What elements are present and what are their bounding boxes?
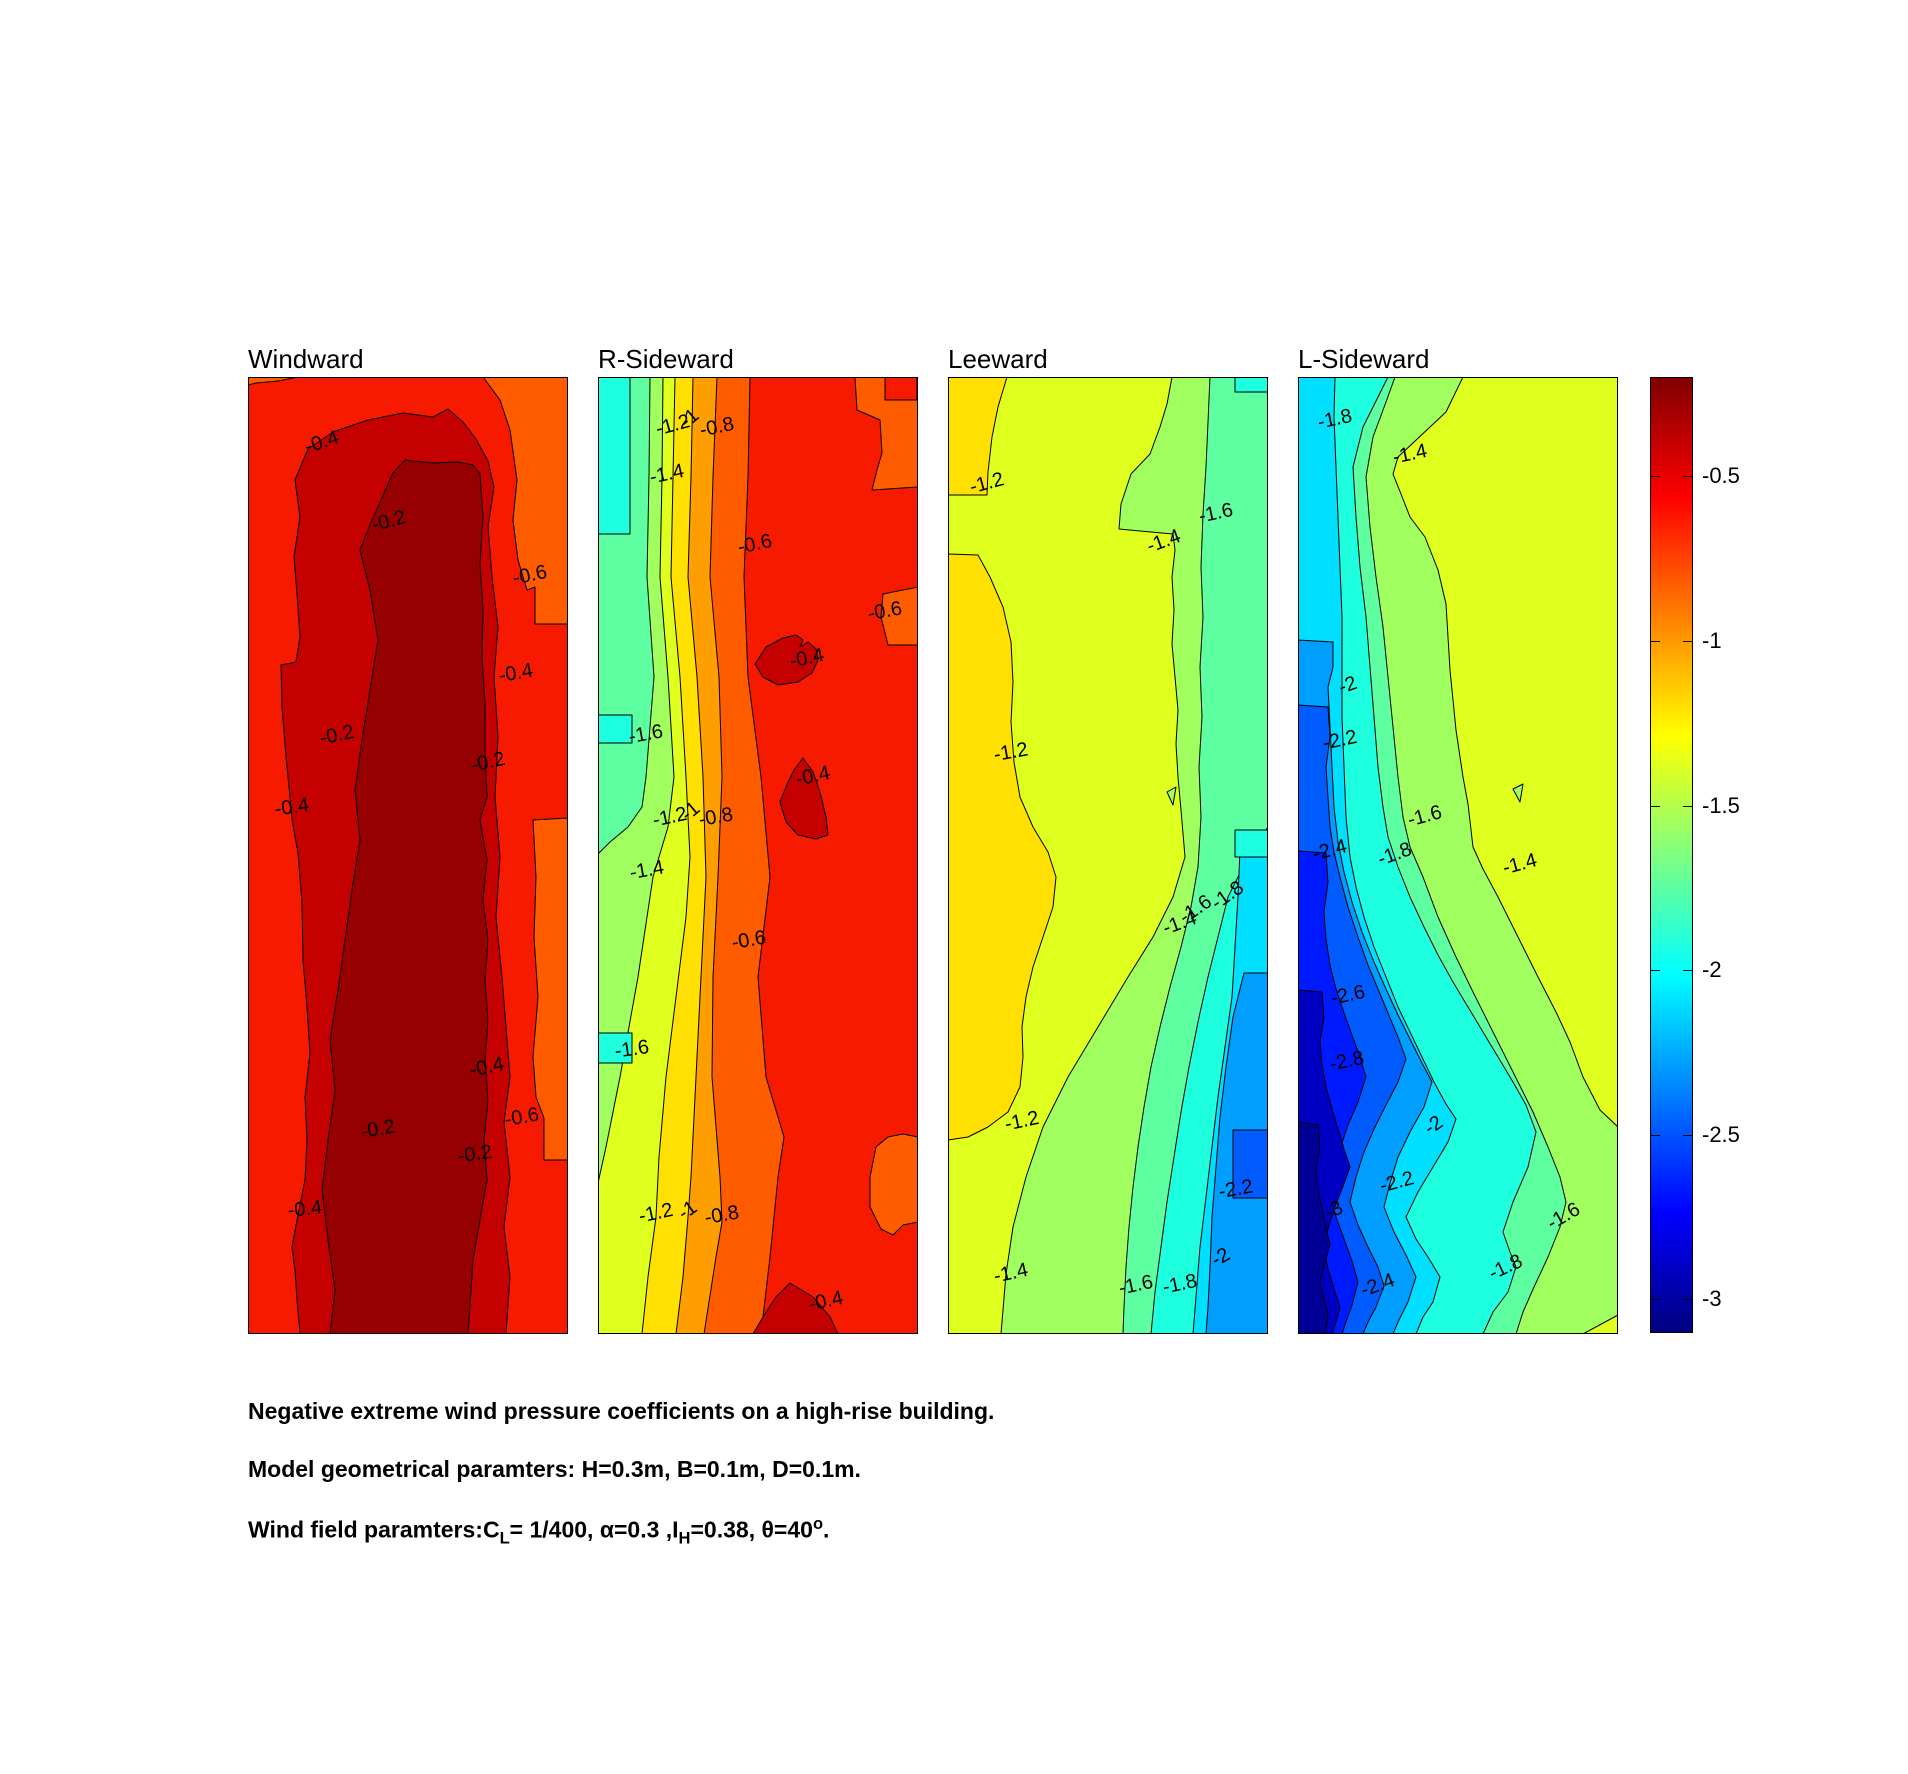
- colorbar-tick-mark: [1683, 1299, 1692, 1300]
- caption-fragment: = 1/400, α=0.3 ,I: [509, 1516, 679, 1543]
- colorbar-tick-label: -0.5: [1702, 463, 1740, 488]
- contour-region: [1166, 786, 1177, 806]
- colorbar-tick-mark: [1683, 641, 1692, 642]
- caption-fragment: .: [823, 1516, 830, 1543]
- contour-region: [880, 586, 918, 646]
- contour-region: [1234, 377, 1268, 393]
- contour-plot-windward: -0.4-0.2-0.6-0.4-0.2-0.2-0.4-0.4-0.6-0.2…: [248, 377, 568, 1334]
- panel-border: [248, 377, 568, 1334]
- panel-title-windward: Windward: [248, 344, 364, 374]
- contour-panel-l-sideward: -1.8 -1.4 -2 -2.2 -2.4 -1.6 -1.8 -1.4 -2.6 -2.8 -2…: [1298, 377, 1618, 1334]
- contour-region: [598, 1032, 633, 1064]
- contour-region: [752, 1282, 839, 1334]
- contour-region: [1512, 783, 1524, 803]
- colorbar: [1650, 377, 1693, 1333]
- colorbar-tick-mark: [1651, 476, 1660, 477]
- contour-region: [1582, 1314, 1618, 1334]
- contour-region: [321, 459, 489, 1334]
- colorbar-tick-label: -3: [1702, 1286, 1722, 1311]
- contour-region: [482, 377, 568, 625]
- panel-title-r-sideward: R-Sideward: [598, 344, 734, 374]
- contour-region: [779, 757, 829, 840]
- contour-label: -0.4: [273, 794, 310, 821]
- contour-panel-r-sideward: -1.2 -1 -0.8 -1.4 -0.6 -0.6 -0.4 -1.6 -0.4 -1.2 -1…: [598, 377, 918, 1334]
- contour-region: [1234, 829, 1268, 858]
- panel-title-leeward: Leeward: [948, 344, 1048, 374]
- panel-border: [948, 377, 1268, 1334]
- contour-label: -0.2: [456, 1141, 493, 1168]
- colorbar-tick-mark: [1683, 476, 1692, 477]
- colorbar-tick-label: -1: [1702, 628, 1722, 653]
- colorbar-tick-mark: [1651, 970, 1660, 971]
- contour-region: [598, 714, 633, 744]
- colorbar-tick-mark: [1651, 641, 1660, 642]
- colorbar-tick-mark: [1651, 1299, 1660, 1300]
- colorbar-tick-mark: [1651, 806, 1660, 807]
- contour-region: [598, 377, 631, 535]
- contour-region: [248, 377, 299, 386]
- caption-fragment: Wind field paramters:C: [248, 1516, 500, 1543]
- caption-line-1: Negative extreme wind pressure coefficie…: [248, 1398, 995, 1424]
- panel-border: [1298, 377, 1618, 1334]
- contour-panel-leeward: -1.2 -1.6 -1.4 -1.2 -1.8 -1.6 -1.4 -1.2 -2.2 -2 -1…: [948, 377, 1268, 1334]
- colorbar-tick-mark: [1651, 1135, 1660, 1136]
- panel-title-l-sideward: L-Sideward: [1298, 344, 1430, 374]
- contour-label: -1.6: [613, 1036, 650, 1063]
- contour-region: [1298, 1121, 1331, 1334]
- colorbar-tick-mark: [1683, 1135, 1692, 1136]
- contour-plot-l-sideward: -1.8-1.4-2-2.2-2.4-1.6-1.8 -1.4-2.6-2.8-2…: [1298, 377, 1618, 1334]
- caption-fragment: o: [812, 1514, 824, 1533]
- contour-region: [869, 1133, 918, 1236]
- caption-fragment: =0.38, θ=40: [690, 1516, 813, 1543]
- panel-border: [598, 377, 918, 1334]
- contour-region: [854, 377, 918, 491]
- contour-region: [948, 377, 1008, 496]
- caption-fragment: H: [678, 1528, 691, 1548]
- contour-panel-windward: -0.4 -0.2 -0.6 -0.4 -0.2 -0.2 -0.4 -0.4 -0.6 -0.2…: [248, 377, 568, 1334]
- colorbar-tick-label: -2.5: [1702, 1122, 1740, 1147]
- colorbar-tick-mark: [1683, 970, 1692, 971]
- colorbar-tick-label: -2: [1702, 957, 1722, 982]
- contour-region: [532, 817, 568, 1161]
- contour-region: [1232, 1129, 1268, 1199]
- contour-label: -0.4: [287, 1197, 324, 1222]
- colorbar-tick-label: -1.5: [1702, 793, 1740, 818]
- caption-line-2: Model geometrical paramters: H=0.3m, B=0…: [248, 1456, 861, 1482]
- contour-plot-r-sideward: -1.2-1-0.8-1.4-0.6-0.6-0.4-1.6-0.4-1.2-1…: [598, 377, 918, 1334]
- caption-fragment: L: [499, 1528, 510, 1548]
- colorbar-tick-mark: [1683, 806, 1692, 807]
- contour-region: [948, 553, 1057, 1141]
- contour-plot-leeward: -1.2-1.6-1.4-1.2-1.8-1.6-1.4-1.2-2.2-2-1…: [948, 377, 1268, 1334]
- contour-region: [754, 634, 819, 686]
- caption-line-3: Wind field paramters:CL= 1/400, α=0.3 ,I…: [248, 1514, 829, 1548]
- contour-region: [884, 377, 918, 401]
